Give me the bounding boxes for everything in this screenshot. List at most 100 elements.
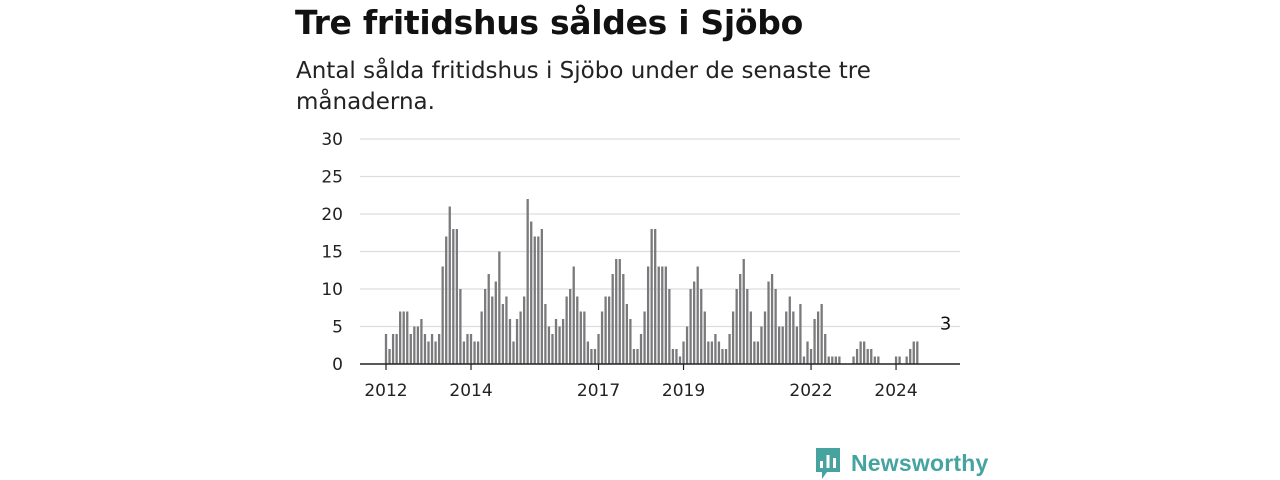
bar [795,326,799,364]
x-tick-label: 2019 [662,381,705,401]
bar [834,356,837,364]
bar [770,274,774,364]
bar [558,326,561,364]
chart-subtitle: Antal sålda fritidshus i Sjöbo under de … [296,58,871,115]
y-tick-label: 0 [332,355,343,375]
bar [423,334,427,364]
bar [590,349,593,364]
bar [739,274,742,364]
bar [466,334,469,364]
bar [413,326,416,364]
bar [671,349,675,364]
bar [462,341,466,364]
bar [831,356,834,364]
bar [685,326,689,364]
bar [625,304,629,364]
bar [870,349,873,364]
bar [459,289,462,364]
bar [916,341,919,364]
bar [700,289,703,364]
bar [611,274,614,364]
bar [781,326,784,364]
bar [448,206,451,364]
bar [434,341,437,364]
bar [873,356,876,364]
bar [689,289,692,364]
bar [693,281,696,364]
bar [416,326,420,364]
x-tick-label: 2012 [364,381,407,401]
bar [604,296,607,364]
bar [866,349,869,364]
x-tick-label: 2024 [874,381,917,401]
bar [487,274,490,364]
bar [877,356,880,364]
bar [491,296,494,364]
bar [799,304,802,364]
bar [522,296,526,364]
highlight-data-label: 3 [940,314,951,335]
bar [476,341,480,364]
x-tick-label: 2022 [789,381,832,401]
bar [785,311,788,364]
bar [469,334,473,364]
bar [537,236,540,364]
bar [437,334,441,364]
bar [430,334,434,364]
bar [632,349,636,364]
bar [728,334,731,364]
bar [639,334,643,364]
bar [636,349,639,364]
bar [820,304,823,364]
bar [409,334,412,364]
bar [402,311,405,364]
y-tick-label: 20 [321,205,343,225]
bar [572,266,575,364]
bar [388,349,391,364]
bar [427,341,430,364]
bar [746,289,749,364]
bar [579,311,582,364]
bar [618,259,621,364]
bar [742,259,745,364]
newsworthy-logo: Newsworthy [814,446,988,480]
bar [852,356,855,364]
bar [501,304,505,364]
bar [714,334,717,364]
bar [608,296,611,364]
newsworthy-logo-text: Newsworthy [851,449,989,476]
bar [855,349,859,364]
bar [445,236,448,364]
bar [816,311,820,364]
bar [707,341,710,364]
y-tick-label: 15 [321,243,343,263]
bar [399,311,402,364]
bar [593,349,597,364]
bar [391,334,395,364]
bar [703,311,706,364]
bar [480,311,483,364]
bar [583,311,586,364]
bar [682,341,685,364]
bar [749,311,752,364]
bars [384,199,919,364]
bar [512,341,515,364]
x-tick-label: 2017 [577,381,620,401]
bar [763,311,767,364]
bar [547,326,551,364]
bar [905,356,908,364]
bar [668,289,671,364]
bar [756,341,760,364]
bar [643,311,646,364]
bar [788,296,791,364]
bar [452,229,455,364]
bar [664,266,667,364]
bar [505,296,508,364]
bar [657,266,660,364]
bar [678,356,682,364]
bar [586,341,590,364]
bar [561,319,565,364]
bar [597,334,600,364]
bar [395,334,398,364]
bar [909,349,912,364]
